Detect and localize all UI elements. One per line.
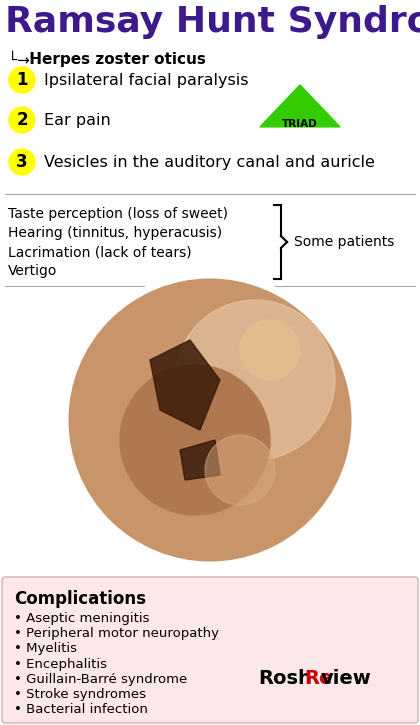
Circle shape [120, 365, 270, 515]
Circle shape [9, 149, 35, 175]
Text: view: view [321, 668, 372, 687]
Text: Ramsay Hunt Syndrome: Ramsay Hunt Syndrome [5, 5, 420, 39]
Text: Vertigo: Vertigo [8, 264, 58, 278]
Circle shape [240, 320, 300, 380]
Polygon shape [150, 340, 220, 430]
Text: Vesicles in the auditory canal and auricle: Vesicles in the auditory canal and auric… [44, 154, 375, 170]
Text: • Guillain-Barré syndrome: • Guillain-Barré syndrome [14, 673, 187, 686]
Text: TRIAD: TRIAD [282, 119, 318, 129]
FancyBboxPatch shape [2, 577, 418, 723]
Text: 3: 3 [16, 153, 28, 171]
Text: • Stroke syndromes: • Stroke syndromes [14, 688, 146, 701]
Text: Herpes zoster oticus: Herpes zoster oticus [24, 52, 206, 67]
Text: 2: 2 [16, 111, 28, 129]
Text: • Peripheral motor neuropathy: • Peripheral motor neuropathy [14, 627, 219, 640]
Text: Some patients: Some patients [294, 235, 394, 249]
Text: Re: Re [304, 668, 332, 687]
Text: 1: 1 [16, 71, 28, 89]
Text: Complications: Complications [14, 590, 146, 608]
Text: • Bacterial infection: • Bacterial infection [14, 703, 148, 716]
Text: • Aseptic meningitis: • Aseptic meningitis [14, 612, 150, 625]
Text: Lacrimation (lack of tears): Lacrimation (lack of tears) [8, 245, 192, 259]
Circle shape [9, 67, 35, 93]
Text: Hearing (tinnitus, hyperacusis): Hearing (tinnitus, hyperacusis) [8, 226, 222, 240]
Text: Rosh: Rosh [258, 668, 312, 687]
Polygon shape [260, 85, 340, 127]
Text: • Encephalitis: • Encephalitis [14, 658, 107, 671]
Circle shape [65, 275, 355, 565]
Text: Ear pain: Ear pain [44, 112, 111, 128]
Text: Ipsilateral facial paralysis: Ipsilateral facial paralysis [44, 72, 249, 88]
Text: └→: └→ [8, 52, 30, 67]
Polygon shape [180, 440, 220, 480]
Text: • Myelitis: • Myelitis [14, 642, 77, 655]
Circle shape [175, 300, 335, 460]
Text: Taste perception (loss of sweet): Taste perception (loss of sweet) [8, 207, 228, 221]
Circle shape [205, 435, 275, 505]
Circle shape [9, 107, 35, 133]
